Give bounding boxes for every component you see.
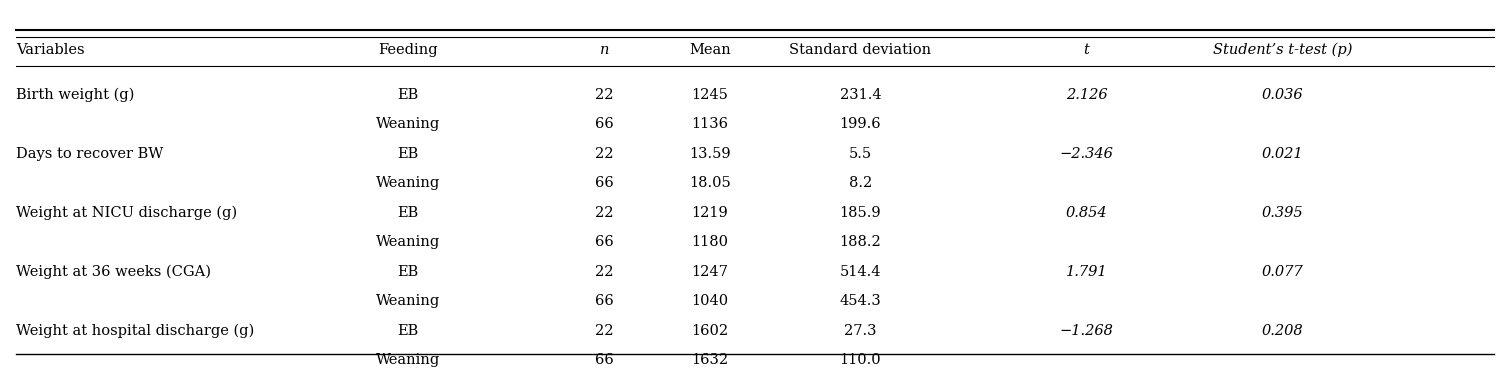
Text: 2.126: 2.126 [1066,88,1107,102]
Text: 13.59: 13.59 [689,147,731,161]
Text: 454.3: 454.3 [840,294,882,308]
Text: −1.268: −1.268 [1060,324,1113,338]
Text: 514.4: 514.4 [840,265,882,279]
Text: t: t [1084,43,1090,57]
Text: 110.0: 110.0 [840,354,882,368]
Text: 8.2: 8.2 [849,176,873,190]
Text: 22: 22 [595,324,613,338]
Text: Weaning: Weaning [376,117,441,131]
Text: 0.395: 0.395 [1262,206,1303,220]
Text: Weaning: Weaning [376,176,441,190]
Text: 0.208: 0.208 [1262,324,1303,338]
Text: 199.6: 199.6 [840,117,882,131]
Text: n: n [599,43,609,57]
Text: Weight at 36 weeks (CGA): Weight at 36 weeks (CGA) [17,265,211,279]
Text: 1602: 1602 [692,324,728,338]
Text: Variables: Variables [17,43,85,57]
Text: 66: 66 [595,294,613,308]
Text: 0.036: 0.036 [1262,88,1303,102]
Text: Birth weight (g): Birth weight (g) [17,88,134,102]
Text: 66: 66 [595,354,613,368]
Text: Feeding: Feeding [379,43,438,57]
Text: EB: EB [397,265,418,279]
Text: Standard deviation: Standard deviation [790,43,932,57]
Text: 231.4: 231.4 [840,88,882,102]
Text: Days to recover BW: Days to recover BW [17,147,163,161]
Text: 1245: 1245 [692,88,728,102]
Text: 185.9: 185.9 [840,206,882,220]
Text: 0.854: 0.854 [1066,206,1107,220]
Text: Weaning: Weaning [376,235,441,249]
Text: 188.2: 188.2 [840,235,882,249]
Text: 66: 66 [595,176,613,190]
Text: Weaning: Weaning [376,354,441,368]
Text: 27.3: 27.3 [844,324,877,338]
Text: 0.021: 0.021 [1262,147,1303,161]
Text: 1180: 1180 [692,235,728,249]
Text: 22: 22 [595,88,613,102]
Text: 22: 22 [595,265,613,279]
Text: 1.791: 1.791 [1066,265,1107,279]
Text: 66: 66 [595,235,613,249]
Text: 1136: 1136 [692,117,728,131]
Text: EB: EB [397,324,418,338]
Text: 66: 66 [595,117,613,131]
Text: 1247: 1247 [692,265,728,279]
Text: −2.346: −2.346 [1060,147,1113,161]
Text: Weight at NICU discharge (g): Weight at NICU discharge (g) [17,206,237,220]
Text: 5.5: 5.5 [849,147,873,161]
Text: EB: EB [397,206,418,220]
Text: Weaning: Weaning [376,294,441,308]
Text: Weight at hospital discharge (g): Weight at hospital discharge (g) [17,324,255,338]
Text: EB: EB [397,88,418,102]
Text: 22: 22 [595,147,613,161]
Text: Mean: Mean [689,43,731,57]
Text: 1219: 1219 [692,206,728,220]
Text: 1632: 1632 [692,354,728,368]
Text: 18.05: 18.05 [689,176,731,190]
Text: EB: EB [397,147,418,161]
Text: 22: 22 [595,206,613,220]
Text: 0.077: 0.077 [1262,265,1303,279]
Text: 1040: 1040 [692,294,728,308]
Text: Student’s t-test (p): Student’s t-test (p) [1213,43,1353,57]
